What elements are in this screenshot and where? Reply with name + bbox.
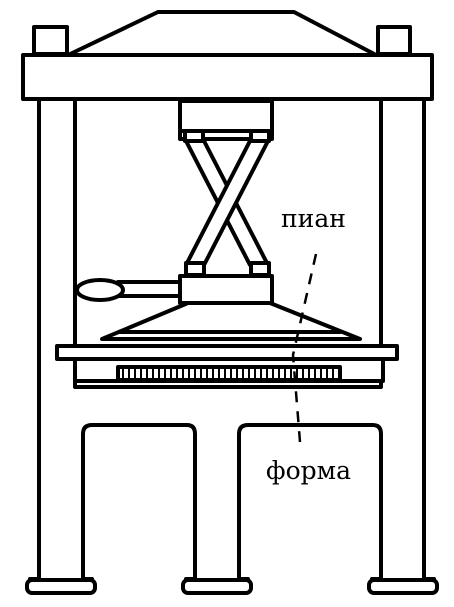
leader-line [291,253,318,443]
scissor-pivot-top-left [183,129,205,143]
form-teeth [122,369,334,379]
top-left-knob [32,25,69,56]
scissor-pivot-top-right [249,129,271,143]
scissor-pivot-bottom-right [249,261,271,277]
right-foot [367,578,439,595]
handle-grip [75,278,125,302]
middle-foot [181,578,253,595]
crown-beam [21,53,434,101]
left-foot [25,578,97,595]
handle-shaft [116,280,182,298]
crown-pediment [64,10,380,58]
label-forma: форма [266,456,351,485]
label-pian: пиан [281,204,346,233]
top-right-knob [376,25,412,56]
scissor-pivot-bottom-left [184,261,206,277]
form-block [116,365,342,382]
lower-ram-block [178,274,274,305]
